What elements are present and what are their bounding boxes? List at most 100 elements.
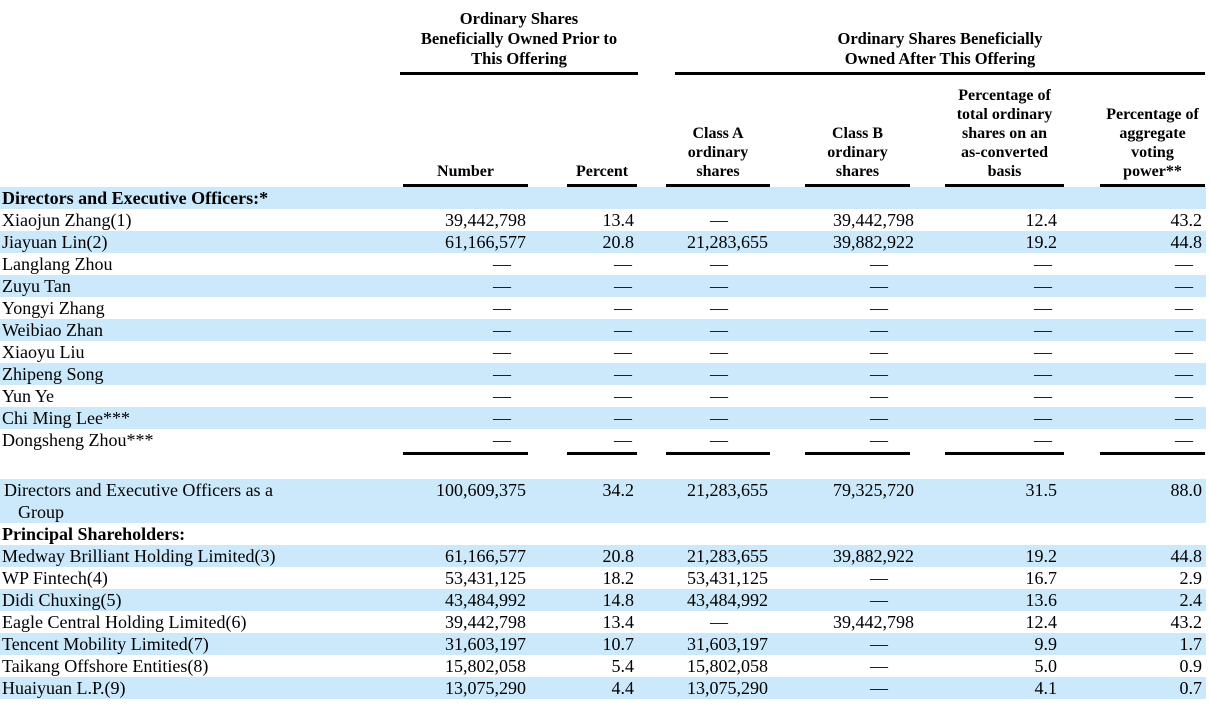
empty-value-dash: — bbox=[870, 320, 888, 340]
empty-value-dash: — bbox=[1034, 254, 1052, 274]
row-label: WP Fintech(4) bbox=[2, 568, 108, 588]
section-header-row: Principal Shareholders: bbox=[0, 523, 1206, 545]
empty-value-dash: — bbox=[1175, 386, 1193, 406]
col-header-number: Number bbox=[400, 75, 530, 187]
cell-value bbox=[530, 523, 638, 545]
empty-value-dash: — bbox=[870, 408, 888, 428]
totals-rule bbox=[1100, 451, 1205, 455]
cell-value bbox=[530, 187, 638, 209]
empty-value-dash: — bbox=[493, 276, 511, 296]
cell-value: — bbox=[638, 429, 772, 451]
empty-value-dash: — bbox=[870, 364, 888, 384]
row-label: Weibiao Zhan bbox=[2, 320, 104, 340]
cell-value: — bbox=[772, 633, 918, 655]
cell-value: 15,802,058 bbox=[445, 656, 526, 676]
cell bbox=[400, 451, 530, 461]
cell bbox=[1064, 461, 1206, 479]
col-header-class-a-shares: Class A ordinary shares bbox=[638, 75, 772, 187]
empty-value-dash: — bbox=[1175, 342, 1193, 362]
empty-value-dash: — bbox=[870, 678, 888, 698]
cell-value: — bbox=[772, 253, 918, 275]
cell-value bbox=[638, 523, 772, 545]
cell-value: 5.0 bbox=[1034, 656, 1058, 676]
cell-value: 20.8 bbox=[602, 546, 635, 566]
cell-value: — bbox=[530, 253, 638, 275]
empty-value-dash: — bbox=[614, 364, 632, 384]
cell-value bbox=[400, 523, 530, 545]
row-label: Huaiyuan L.P.(9) bbox=[2, 678, 126, 698]
cell-value: — bbox=[530, 341, 638, 363]
cell-value: 43.2 bbox=[1170, 210, 1203, 230]
cell bbox=[772, 451, 918, 461]
cell-value: 53,431,125 bbox=[445, 568, 526, 588]
empty-value-dash: — bbox=[1175, 276, 1193, 296]
cell-value: 44.8 bbox=[1170, 232, 1203, 252]
cell-value: — bbox=[772, 319, 918, 341]
empty-value-dash: — bbox=[614, 342, 632, 362]
table-row: Weibiao Zhan — — — — — — bbox=[0, 319, 1206, 341]
empty-value-dash: — bbox=[1034, 408, 1052, 428]
column-header-row: Number Percent Class A ordinary shares C… bbox=[0, 75, 1206, 187]
beneficial-ownership-table: Ordinary Shares Beneficially Owned Prior… bbox=[0, 9, 1206, 699]
empty-value-dash: — bbox=[710, 612, 728, 632]
empty-value-dash: — bbox=[870, 430, 888, 450]
empty-value-dash: — bbox=[1034, 342, 1052, 362]
table-row: Xiaojun Zhang(1) 39,442,798 13.4 — 39,442,79… bbox=[0, 209, 1206, 231]
empty-value-dash: — bbox=[1175, 430, 1193, 450]
cell-value: — bbox=[400, 363, 530, 385]
cell-value: 39,442,798 bbox=[445, 612, 526, 632]
cell-value: — bbox=[530, 385, 638, 407]
empty-value-dash: — bbox=[493, 320, 511, 340]
group-header-label: Ordinary Shares Beneficially Owned After… bbox=[837, 29, 1043, 68]
cell-value: — bbox=[638, 297, 772, 319]
cell-value: — bbox=[400, 385, 530, 407]
empty-value-dash: — bbox=[710, 342, 728, 362]
empty-value-dash: — bbox=[870, 298, 888, 318]
empty-value-dash: — bbox=[870, 656, 888, 676]
empty-value-dash: — bbox=[870, 276, 888, 296]
empty-value-dash: — bbox=[493, 364, 511, 384]
cell-value: — bbox=[918, 341, 1064, 363]
cell-value: 39,882,922 bbox=[833, 232, 914, 252]
cell-value bbox=[918, 523, 1064, 545]
empty-value-dash: — bbox=[493, 408, 511, 428]
cell-value: — bbox=[400, 275, 530, 297]
cell-value: 39,442,798 bbox=[833, 612, 914, 632]
cell-value: — bbox=[638, 611, 772, 633]
empty-value-dash: — bbox=[710, 276, 728, 296]
cell-value: — bbox=[772, 655, 918, 677]
cell-value: — bbox=[918, 385, 1064, 407]
cell-value: — bbox=[638, 253, 772, 275]
col-header-percent: Percent bbox=[530, 75, 638, 187]
cell bbox=[530, 451, 638, 461]
cell bbox=[1064, 451, 1206, 461]
cell-value: — bbox=[400, 429, 530, 451]
cell-value: 19.2 bbox=[1025, 232, 1058, 252]
empty-value-dash: — bbox=[1175, 320, 1193, 340]
empty-value-dash: — bbox=[614, 408, 632, 428]
cell-value: — bbox=[638, 341, 772, 363]
cell-value: 16.7 bbox=[1025, 568, 1058, 588]
empty-value-dash: — bbox=[1175, 364, 1193, 384]
empty-value-dash: — bbox=[710, 386, 728, 406]
cell-value: — bbox=[918, 297, 1064, 319]
empty-value-dash: — bbox=[614, 320, 632, 340]
cell-value: 13.4 bbox=[602, 612, 635, 632]
table-body: Directors and Executive Officers:* Xiaoju… bbox=[0, 187, 1206, 699]
cell-value: — bbox=[530, 429, 638, 451]
cell-value: — bbox=[1064, 319, 1206, 341]
cell-value: — bbox=[772, 567, 918, 589]
group-header-label: Ordinary Shares Beneficially Owned Prior… bbox=[420, 9, 618, 68]
cell bbox=[530, 461, 638, 479]
cell-value: 0.9 bbox=[1179, 656, 1203, 676]
row-label: Medway Brilliant Holding Limited(3) bbox=[2, 546, 276, 566]
cell-value: — bbox=[638, 319, 772, 341]
empty-value-dash: — bbox=[710, 254, 728, 274]
totals-rule bbox=[567, 451, 637, 455]
cell-value: — bbox=[918, 407, 1064, 429]
empty-value-dash: — bbox=[710, 364, 728, 384]
col-header-pct-aggregate-voting-power: Percentage of aggregate voting power** bbox=[1064, 75, 1206, 187]
table-row: Yun Ye — — — — — — bbox=[0, 385, 1206, 407]
cell-value bbox=[918, 187, 1064, 209]
cell-value: — bbox=[400, 253, 530, 275]
